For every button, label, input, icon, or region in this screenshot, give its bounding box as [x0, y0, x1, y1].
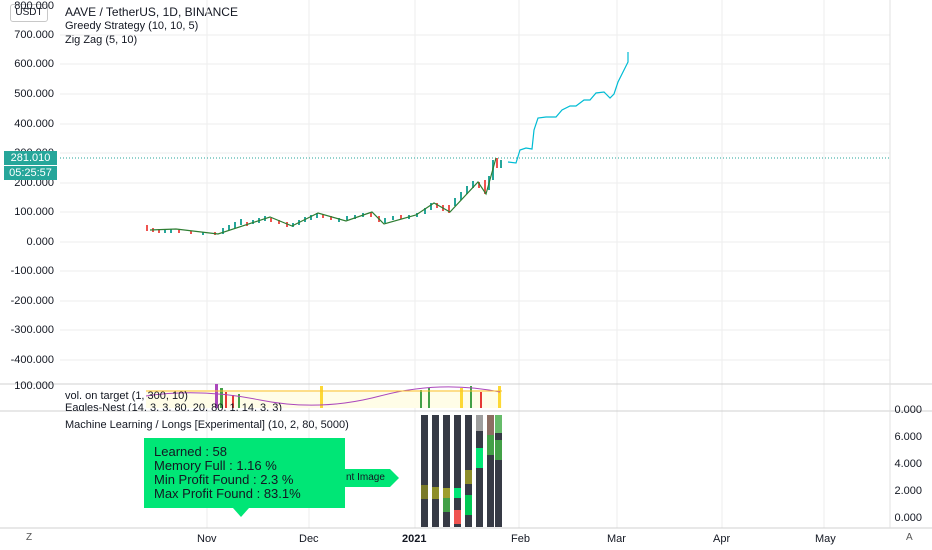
y-axis-label: -400.000 [10, 354, 54, 366]
y-axis-label: -100.000 [10, 265, 54, 277]
callout-line-learned: Learned : 58 [154, 444, 228, 459]
candles [146, 158, 502, 235]
y-axis-label: -300.000 [10, 324, 54, 336]
volume-bars [145, 384, 502, 408]
x-axis-label: Mar [607, 533, 626, 545]
y-axis-label: 500.000 [14, 88, 54, 100]
zoom-button[interactable]: Z [26, 532, 33, 543]
ml-axis-label: 0.000 [894, 512, 922, 524]
callout-pointer [233, 508, 249, 517]
countdown-tag: 05:25:57 [4, 166, 57, 180]
y-axis-label: 200.000 [14, 177, 54, 189]
y-axis-label: 100.000 [14, 206, 54, 218]
indicator-machine-learning[interactable]: Machine Learning / Longs [Experimental] … [65, 419, 349, 431]
vol-axis-top: 100.000 [14, 380, 54, 392]
indicator-eagles-nest[interactable]: Eagles-Nest (14, 3, 3, 80, 20, 80, 1, 14… [65, 402, 283, 411]
ml-stats-callout: Learned : 58 Memory Full : 1.16 % Min Pr… [144, 438, 345, 508]
current-price-tag: 281.010 [4, 151, 57, 165]
ml-axis-label: 6.000 [894, 431, 922, 443]
currency-badge[interactable]: USDT [10, 4, 48, 22]
callout-line-max-profit: Max Profit Found : 83.1% [154, 486, 301, 501]
ml-axis-label: 4.000 [894, 458, 922, 470]
y-axis-label: 700.000 [14, 29, 54, 41]
indicator-vol-on-target[interactable]: vol. on target (1, 300, 10) [65, 390, 188, 402]
projection-line [507, 52, 629, 164]
x-axis-label: Nov [197, 533, 217, 545]
x-axis-label: 2021 [402, 533, 427, 545]
y-axis-label: 0.000 [26, 236, 54, 248]
zigzag-line [149, 157, 497, 235]
image-tag-pointer [390, 469, 399, 487]
y-axis-label: 800.000 [14, 0, 54, 12]
x-axis-label: Apr [713, 533, 731, 545]
y-axis-label: 600.000 [14, 58, 54, 70]
callout-line-memory: Memory Full : 1.16 % [154, 458, 277, 473]
ml-axis-label: 2.000 [894, 485, 922, 497]
y-axis-label: -200.000 [10, 295, 54, 307]
x-axis-label: Dec [299, 533, 319, 545]
auto-scale-button[interactable]: A [906, 532, 913, 543]
grid-lines [60, 0, 890, 528]
callout-line-min-profit: Min Profit Found : 2.3 % [154, 472, 294, 487]
vol-axis-right: 0.000 [894, 404, 922, 416]
image-tag: nt Image [344, 469, 390, 487]
chart-title: AAVE / TetherUS, 1D, BINANCE [65, 5, 238, 19]
ml-columns [421, 415, 502, 527]
x-axis-label: May [815, 533, 836, 545]
indicator-zigzag[interactable]: Zig Zag (5, 10) [65, 34, 138, 46]
y-axis-label: 400.000 [14, 118, 54, 130]
indicator-greedy-strategy[interactable]: Greedy Strategy (10, 10, 5) [65, 20, 199, 32]
x-axis-label: Feb [511, 533, 530, 545]
